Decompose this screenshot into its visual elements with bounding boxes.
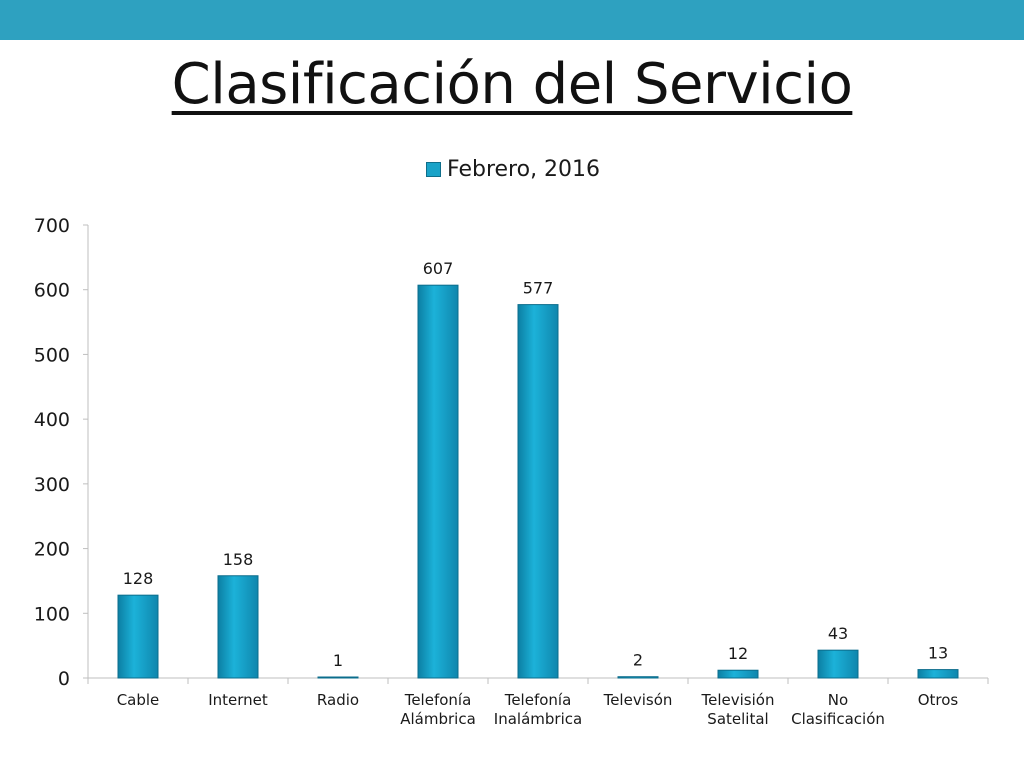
bar [317,676,359,679]
x-tick-label: Radio [317,691,359,709]
x-tick-label: Televisión Satelital [701,691,775,728]
x-tick-label: Telefonía Alámbrica [400,691,476,728]
x-tick-label: Televisón [603,691,673,709]
slide-title: Clasificación del Servicio [171,52,853,117]
y-tick-label: 400 [34,409,70,431]
bar [917,669,959,679]
data-label: 1 [333,651,343,670]
data-label: 2 [633,651,643,670]
x-tick-label-line: Otros [918,691,959,709]
x-tick-label-line: Satelital [707,710,768,728]
y-tick-label: 200 [34,539,70,561]
x-tick-label-line: Alámbrica [400,710,476,728]
x-tick-label-line: Inalámbrica [494,710,582,728]
bar [517,304,559,679]
y-tick-label: 500 [34,344,70,366]
y-tick-label: 300 [34,474,70,496]
data-label: 43 [828,624,848,643]
data-label: 13 [928,644,948,663]
y-tick-label: 100 [34,603,70,625]
x-tick-label-line: Radio [317,691,359,709]
x-tick-label-line: Internet [208,691,268,709]
bar [217,575,259,679]
bar [417,284,459,679]
bar [817,649,859,679]
bar [717,669,759,679]
x-tick-label-line: Televisón [603,691,673,709]
x-tick-label: Otros [918,691,959,709]
legend-label: Febrero, 2016 [447,156,601,182]
legend-swatch [426,161,441,177]
x-tick-label-line: Televisión [701,691,775,709]
chart-legend: Febrero, 2016 [426,156,600,182]
x-tick-label: Telefonía Inalámbrica [494,691,582,728]
data-label: 607 [423,259,454,278]
x-tick-label-line: Telefonía [504,691,572,709]
x-tick-label-line: Telefonía [404,691,472,709]
data-label: 128 [123,569,154,588]
y-tick-label: 600 [34,280,70,302]
header-band [0,0,1024,40]
x-tick-label: Internet [208,691,268,709]
data-label: 12 [728,644,748,663]
bar [617,676,659,679]
x-tick-label: No Clasificación [791,691,885,728]
x-tick-label-line: No [828,691,848,709]
bar [117,594,159,679]
x-tick-label-line: Cable [117,691,160,709]
data-label: 158 [223,550,254,569]
x-tick-label: Cable [117,691,160,709]
x-tick-label-line: Clasificación [791,710,885,728]
y-tick-label: 0 [58,668,70,690]
y-tick-label: 700 [34,215,70,237]
data-label: 577 [523,279,554,298]
